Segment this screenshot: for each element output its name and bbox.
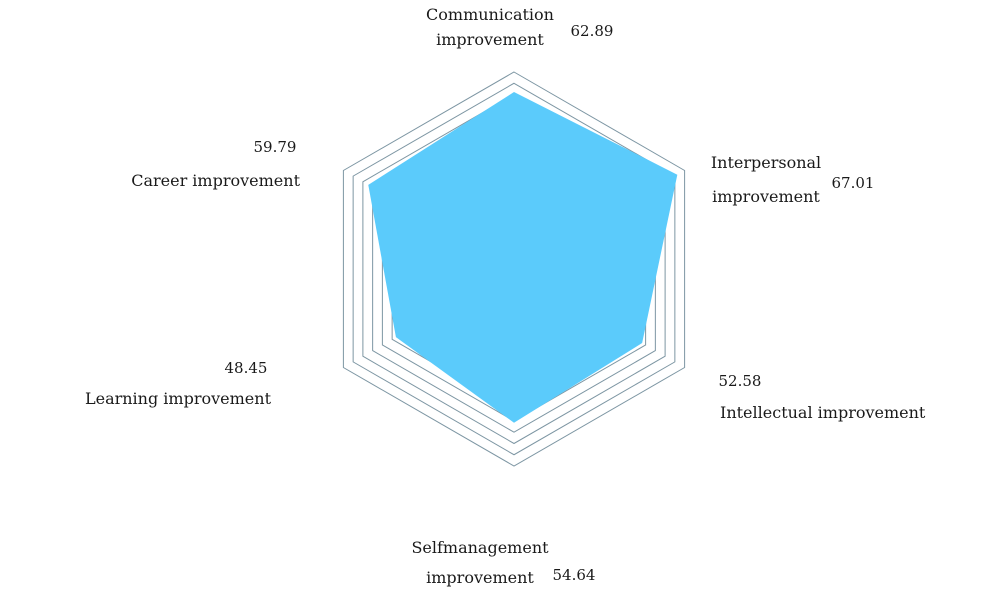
- value-label-4: 48.45: [225, 359, 268, 377]
- value-label-0: 62.89: [571, 22, 614, 40]
- data-area: [368, 92, 678, 423]
- axis-label-0-line-1: improvement: [436, 30, 544, 49]
- axis-label-5-line-0: Career improvement: [131, 171, 300, 190]
- value-labels: 62.89 67.01 52.58 54.64 48.45 59.79: [225, 22, 875, 584]
- grid-ring-7: [342, 71, 686, 467]
- axis-label-2-line-0: Intellectual improvement: [720, 403, 926, 422]
- axis-labels: Communication improvement Interpersonal imp…: [85, 5, 926, 587]
- value-label-2: 52.58: [719, 372, 762, 390]
- axis-label-4-line-0: Learning improvement: [85, 389, 272, 408]
- value-label-3: 54.64: [553, 566, 596, 584]
- axis-label-3-line-1: improvement: [426, 568, 534, 587]
- axis-label-3-line-0: Selfmanagement: [411, 538, 549, 557]
- value-label-5: 59.79: [254, 138, 297, 156]
- value-label-1: 67.01: [832, 174, 875, 192]
- data-layer: [368, 92, 678, 423]
- axis-label-1-line-0: Interpersonal: [711, 153, 821, 172]
- axis-label-0-line-0: Communication: [426, 5, 554, 24]
- axis-label-1-line-1: improvement: [712, 187, 820, 206]
